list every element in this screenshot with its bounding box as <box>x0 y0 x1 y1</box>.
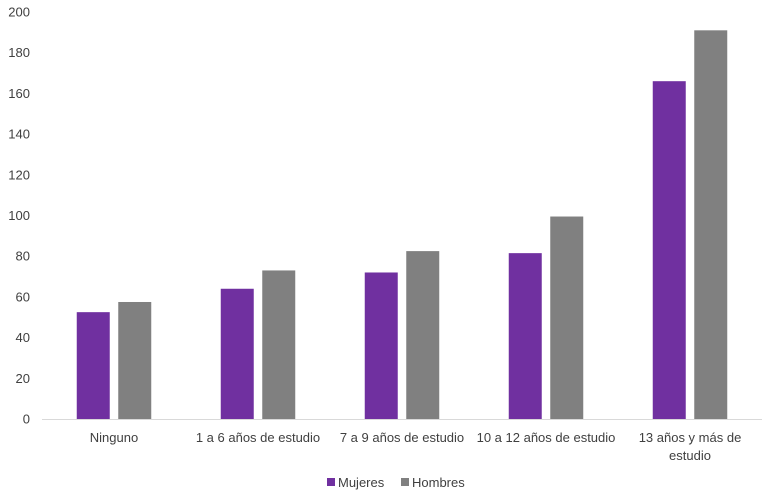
y-tick-label: 80 <box>16 249 30 264</box>
legend-swatch-mujeres <box>327 478 335 486</box>
x-tick-label: Ninguno <box>90 430 138 445</box>
x-tick-label: 13 años y más de <box>639 430 742 445</box>
x-tick-label: 7 a 9 años de estudio <box>340 430 464 445</box>
y-tick-label: 40 <box>16 330 30 345</box>
bar-mujeres <box>652 81 686 419</box>
y-tick-label: 160 <box>8 86 30 101</box>
bar-mujeres <box>220 288 254 419</box>
bar-mujeres <box>364 272 398 419</box>
x-tick-label: estudio <box>669 448 711 463</box>
y-tick-label: 20 <box>16 371 30 386</box>
bar-mujeres <box>508 253 542 419</box>
x-tick-label: 10 a 12 años de estudio <box>477 430 616 445</box>
y-axis-ticks: 0 20 40 60 80 100 120 140 160 180 200 <box>8 5 30 427</box>
x-tick-label: 1 a 6 años de estudio <box>196 430 320 445</box>
y-tick-label: 140 <box>8 127 30 142</box>
bar-hombres <box>550 216 584 419</box>
legend: Mujeres Hombres <box>327 475 465 490</box>
bar-hombres <box>694 30 728 419</box>
y-tick-label: 100 <box>8 208 30 223</box>
bar-hombres <box>406 251 440 419</box>
y-tick-label: 180 <box>8 45 30 60</box>
bar-series <box>76 30 728 419</box>
y-tick-label: 120 <box>8 167 30 182</box>
legend-label-hombres: Hombres <box>412 475 465 490</box>
legend-swatch-hombres <box>401 478 409 486</box>
x-axis-labels: Ninguno 1 a 6 años de estudio 7 a 9 años d… <box>90 430 742 463</box>
bar-hombres <box>262 270 296 419</box>
bar-hombres <box>118 301 152 419</box>
y-tick-label: 200 <box>8 5 30 20</box>
legend-label-mujeres: Mujeres <box>338 475 385 490</box>
y-tick-label: 60 <box>16 289 30 304</box>
bar-mujeres <box>76 312 110 419</box>
y-tick-label: 0 <box>23 412 30 427</box>
